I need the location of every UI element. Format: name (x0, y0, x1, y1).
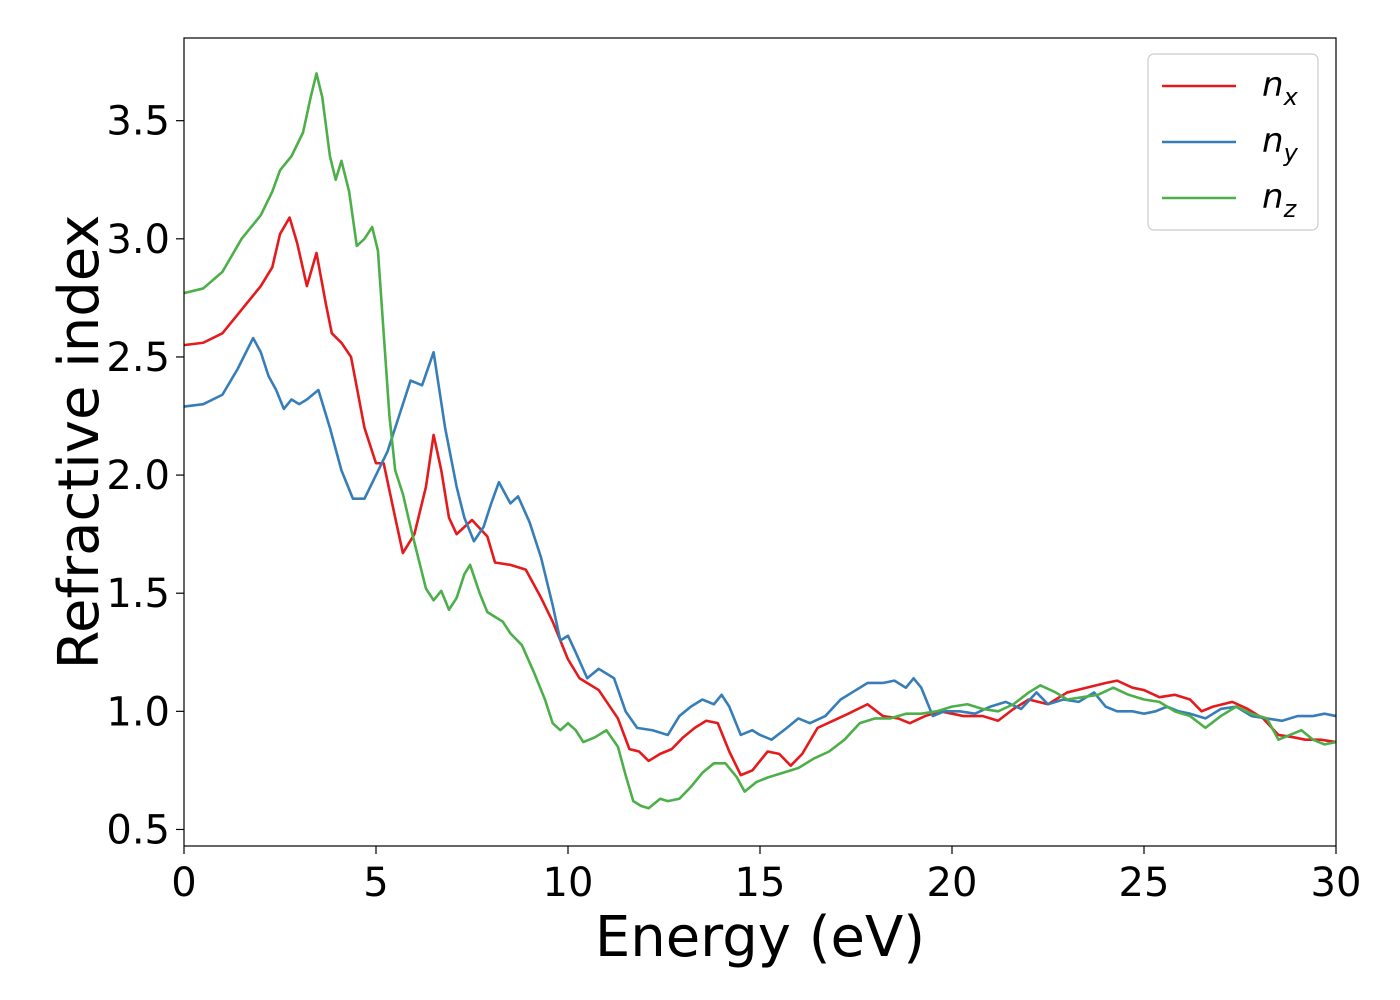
series-line-y (183, 336, 1337, 741)
x-axis-label: Energy (eV) (595, 905, 925, 970)
x-tick-label: 5 (363, 860, 388, 906)
y-tick-label: 2.5 (106, 335, 170, 381)
x-tick-label: 30 (1311, 860, 1362, 906)
y-tick-label: 3.0 (106, 217, 170, 263)
x-tick-label: 10 (543, 860, 594, 906)
series-line-z (183, 72, 1337, 810)
y-tick-label: 3.5 (106, 99, 170, 145)
x-tick-label: 15 (735, 860, 786, 906)
plot-lines (183, 72, 1337, 810)
legend-label-z: nz (1262, 177, 1298, 223)
legend: nx ny nz (1147, 53, 1319, 231)
y-tick-label: 1.0 (106, 689, 170, 735)
series-line-x (183, 216, 1337, 777)
x-tick-label: 25 (1119, 860, 1170, 906)
y-axis-label: Refractive index (47, 215, 112, 670)
x-tick-label: 20 (927, 860, 978, 906)
y-tick-label: 1.5 (106, 571, 170, 617)
y-tick-label: 0.5 (106, 807, 170, 853)
x-tick-label: 0 (171, 860, 196, 906)
y-tick-label: 2.0 (106, 453, 170, 499)
legend-label-x: nx (1262, 65, 1299, 111)
y-axis: 0.5 1.0 1.5 2.0 2.5 3.0 3.5 (106, 99, 184, 853)
x-axis: 0 5 10 15 20 25 30 (171, 846, 1361, 906)
legend-label-y: ny (1262, 121, 1299, 167)
